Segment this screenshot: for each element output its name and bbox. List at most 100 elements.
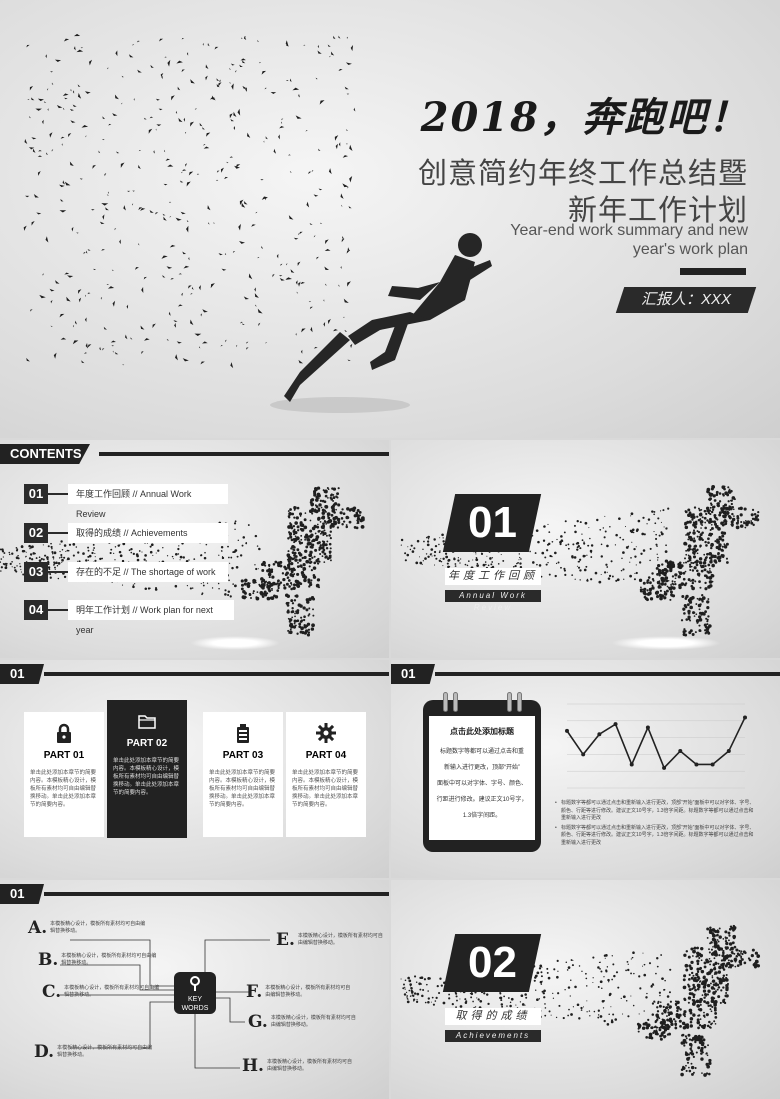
particle-dot [691,1072,694,1076]
particle-dot [182,556,185,559]
particle-shard [348,205,352,209]
particle-dot [301,556,304,560]
particle-shard [341,204,343,207]
keyword-item-a[interactable]: A. 本模板精心设计，模板所有素材均可自由编辑替换移动。 [28,918,148,938]
part-card-2[interactable]: PART 02 单击此处添加本章节的简要内容。本模板精心设计，模板所有素材均可自… [107,700,187,838]
particle-dot [694,567,696,570]
particle-dot [705,1001,710,1005]
particle-dot [717,986,721,989]
notepad-card[interactable]: 点击此处添加标题 标题数字等都可以通过点击和重 新输入进行更改，顶部“开始” 面… [423,692,541,852]
keyword-item-f[interactable]: F. 本模板精心设计，模板所有素材均可自由编辑替换移动。 [246,982,353,1002]
particle-dot [642,549,646,552]
particle-shard [220,345,223,347]
particle-shard [190,319,194,326]
keyword-item-b[interactable]: B. 本模板精心设计，模板所有素材均可自由编辑替换移动。 [38,950,159,970]
particle-dot [684,633,688,637]
particle-dot [204,551,206,554]
particle-shard [344,86,349,90]
part-card-3[interactable]: PART 03 单击此处添加本章节的简要内容。本模板精心设计，模板所有素材均可自… [203,712,283,837]
particle-dot [674,582,677,586]
particle-dot [699,966,703,970]
particle-dot [434,544,438,548]
particle-dot [604,957,606,959]
contents-item-2[interactable]: 02 取得的成绩 // Achievements [24,523,228,543]
particle-shard [309,222,313,225]
parts-slide[interactable]: 01 PART 01 单击此处添加本章节的简要内容。本模板精心设计，模板所有素材… [0,660,389,878]
particle-dot [660,582,664,586]
particle-shard [45,54,47,59]
keyword-item-e[interactable]: E. 本模板精心设计，模板所有素材均可自由编辑替换移动。 [276,930,386,950]
particle-dot [308,542,312,546]
particle-dot [476,564,479,567]
keyword-item-c[interactable]: C. 本模板精心设计，模板所有素材均可自由编辑替换移动。 [42,982,162,1002]
particle-dot [489,557,492,560]
particle-dot [727,500,730,503]
particle-dot [629,561,631,563]
contents-item-4[interactable]: 04 明年工作计划 // Work plan for next year [24,600,234,635]
particle-dot [435,996,438,999]
hero-slide[interactable]: 2018，奔跑吧！ 创意简约年终工作总结暨 新年工作计划 Year-end wo… [0,0,780,438]
particle-dot [684,557,687,560]
particle-dot [706,606,710,610]
particle-dot [200,554,202,557]
particle-dot [287,617,290,620]
runner-particles-illustration [400,924,761,1077]
particle-dot [35,557,38,559]
particle-dot [543,525,545,528]
particle-dot [622,1013,624,1015]
section-02-slide[interactable]: 02 取得的成绩 Achievements [391,880,780,1099]
particle-dot [592,956,595,959]
particle-dot [548,531,551,534]
part-card-4[interactable]: PART 04 单击此处添加本章节的简要内容。本模板精心设计，模板所有素材均可自… [286,712,366,837]
particle-dot [546,543,550,546]
particle-dot [616,578,620,582]
particle-dot [441,533,444,537]
particle-dot [665,544,667,547]
chart-slide[interactable]: 01 点击此处添加标题 标题数字等都可以通过点击和重 新输入进行更改，顶部“开始… [391,660,780,878]
particle-shard [261,245,264,249]
particle-dot [427,990,429,992]
particle-dot [174,584,178,588]
particle-dot [692,974,695,977]
contents-item-3[interactable]: 03 存在的不足 // The shortage of work [24,562,228,582]
particle-dot [692,1071,695,1074]
particle-shard [353,107,356,112]
particle-dot [704,521,707,524]
particle-dot [279,564,283,568]
particle-dot [743,522,745,525]
particle-shard [91,209,95,211]
particle-dot [722,511,726,515]
keyword-item-d[interactable]: D. 本模板精心设计，模板所有素材均可自由编辑替换移动。 [34,1042,155,1062]
particle-dot [485,563,487,566]
particle-dot [283,584,286,587]
part-card-1[interactable]: PART 01 单击此处添加本章节的简要内容。本模板精心设计，模板所有素材均可自… [24,712,104,837]
particle-dot [110,548,113,551]
particle-shard [289,78,292,83]
contents-slide[interactable]: CONTENTS 01 年度工作回顾 // Annual Work Review … [0,440,389,658]
particle-dot [606,566,609,568]
particle-dot [322,548,326,552]
keyword-item-h[interactable]: H. 本模板精心设计，模板所有素材均可自由编辑替换移动。 [242,1056,355,1076]
particle-dot [316,523,319,526]
particle-dot [322,522,325,526]
section-01-slide[interactable]: 01 年度工作回顾 Annual Work Review [391,440,780,658]
particle-shard [313,235,316,238]
particle-dot [303,555,307,560]
particle-dot [739,952,742,954]
particle-dot [731,512,734,516]
keyword-item-g[interactable]: G. 本模板精心设计，模板所有素材均可自由编辑替换移动。 [248,1012,359,1032]
keywords-slide[interactable]: 01 KEY WORDS A. 本模板精心设计，模板所有素材均可自由编辑替换移动。… [0,880,389,1099]
particle-dot [699,512,703,515]
particle-dot [304,535,308,539]
key-words-hub[interactable]: KEY WORDS [174,972,216,1014]
particle-dot [296,548,300,552]
particle-dot [536,563,538,566]
particle-dot [49,576,52,579]
particle-dot [707,511,711,515]
particle-dot [114,546,117,548]
particle-shard [258,322,261,327]
particle-dot [627,1015,630,1018]
particle-dot [316,541,320,545]
contents-item-1[interactable]: 01 年度工作回顾 // Annual Work Review [24,484,228,519]
particle-dot [664,574,667,577]
